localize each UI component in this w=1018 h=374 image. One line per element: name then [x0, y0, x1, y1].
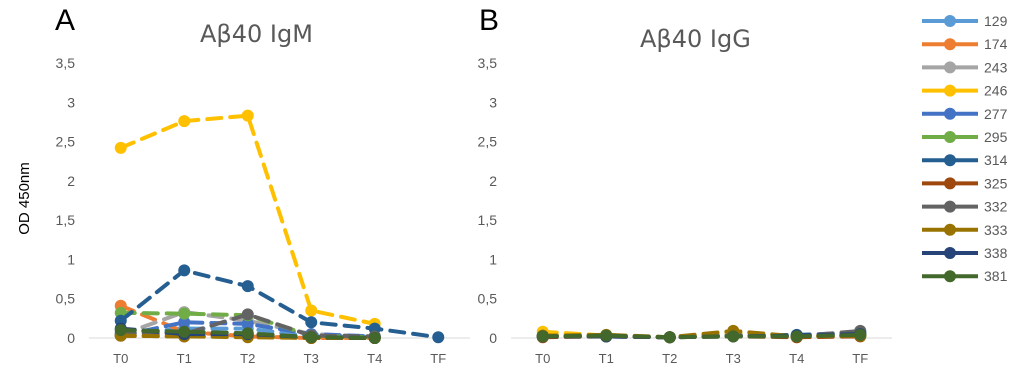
panel-a-point-381: [114, 324, 127, 337]
panel-b-series-line-381: [540, 332, 863, 340]
legend-swatch-marker-332: [944, 200, 956, 213]
legend-label-174: 174: [984, 36, 1008, 52]
panel-b-point-381: [854, 328, 867, 341]
legend-swatch-marker-246: [944, 84, 956, 97]
panel-a-point-246: [114, 141, 127, 154]
legend-swatch-marker-338: [944, 247, 956, 259]
panel-a-point-295: [178, 307, 191, 320]
panel-b-point-381: [790, 330, 803, 343]
legend-swatch-marker-333: [944, 223, 956, 236]
legend-label-295: 295: [984, 129, 1008, 145]
panel-b-x-tick-label: TF: [852, 351, 868, 366]
panel-a-point-314: [241, 280, 254, 293]
panel-a-point-246: [305, 304, 318, 317]
panel-b-y-tick-label: 2: [489, 173, 497, 189]
panel-b-x-tick-label: T2: [662, 351, 677, 366]
panel-a-y-tick-label: 1: [67, 251, 75, 267]
panel-a-point-246: [241, 109, 254, 122]
panel-letter-a: A: [55, 4, 76, 37]
panel-a-x-tick-label: T3: [304, 351, 319, 366]
panel-a-x-tick-label: T4: [367, 351, 382, 366]
legend-swatch-marker-295: [944, 131, 956, 143]
panel-a-y-tick-label: 2: [67, 173, 75, 189]
panel-a-point-277: [241, 317, 254, 330]
panel-a-x-tick-label: TF: [430, 351, 446, 366]
legend-label-325: 325: [984, 175, 1008, 191]
panel-a-y-tick-label: 0,5: [56, 291, 76, 307]
panel-a-series-line-246: [118, 113, 377, 326]
panel-b-y-tick-label: 1,5: [478, 212, 498, 228]
panel-a-y-tick-label: 0: [67, 330, 75, 346]
panel-b-title: Aβ40 IgG: [640, 25, 751, 53]
panel-a-point-314: [305, 316, 318, 329]
legend-label-314: 314: [984, 152, 1008, 168]
panel-a-y-tick-label: 3,5: [56, 55, 76, 71]
legend-label-338: 338: [984, 245, 1008, 261]
legend-label-243: 243: [984, 59, 1008, 75]
legend-label-129: 129: [984, 13, 1008, 29]
legend-swatch-marker-325: [944, 177, 956, 190]
panel-a-x-tick-label: T0: [113, 351, 128, 366]
panel-b-y-tick-label: 3: [489, 94, 497, 110]
panel-b-point-381: [727, 330, 740, 343]
legend-swatch-marker-381: [944, 270, 956, 283]
panel-a-point-332: [241, 308, 254, 321]
panel-b-x-tick-label: T3: [726, 351, 741, 366]
panel-b-y-tick-label: 2,5: [478, 134, 498, 150]
panel-b-y-tick-label: 1: [489, 251, 497, 267]
panel-b-point-381: [663, 331, 676, 344]
panel-b-point-381: [536, 330, 549, 343]
panel-a-point-381: [305, 331, 318, 344]
panel-a-point-381: [241, 327, 254, 340]
panel-a-title: Aβ40 IgM: [200, 20, 313, 48]
panel-b-x-tick-label: T4: [789, 351, 804, 366]
panel-b-y-tick-label: 0: [489, 330, 497, 346]
panel-letter-b: B: [479, 4, 500, 37]
panel-b-x-tick-label: T0: [535, 351, 550, 366]
legend-swatch-marker-243: [944, 61, 956, 74]
legend-swatch-marker-277: [944, 107, 956, 120]
legend-label-277: 277: [984, 106, 1008, 122]
panel-a-point-314: [432, 331, 445, 344]
legend-label-333: 333: [984, 222, 1008, 238]
panel-a-y-tick-label: 1,5: [56, 212, 76, 228]
legend-swatch-marker-129: [944, 15, 956, 27]
panel-a-y-tick-label: 2,5: [56, 134, 76, 150]
panel-b-point-381: [600, 329, 613, 342]
panel-a-point-246: [178, 115, 191, 128]
legend-label-246: 246: [984, 83, 1008, 99]
legend-label-381: 381: [984, 268, 1008, 284]
panel-a-series-line-314: [118, 268, 441, 340]
panel-a-point-381: [368, 332, 381, 344]
panel-b-y-tick-label: 0,5: [478, 291, 498, 307]
panel-b-x-tick-label: T1: [599, 351, 614, 366]
panel-a-x-tick-label: T2: [240, 351, 255, 366]
panel-a-y-tick-label: 3: [67, 94, 75, 110]
panel-a-point-314: [178, 264, 191, 277]
legend-swatch-marker-174: [944, 38, 956, 51]
panel-b-y-tick-label: 3,5: [478, 55, 498, 71]
legend-swatch-marker-314: [944, 154, 956, 167]
panel-a-point-381: [178, 325, 191, 338]
panel-a-point-277: [178, 316, 191, 329]
legend-label-332: 332: [984, 199, 1008, 215]
panel-a-x-tick-label: T1: [177, 351, 192, 366]
